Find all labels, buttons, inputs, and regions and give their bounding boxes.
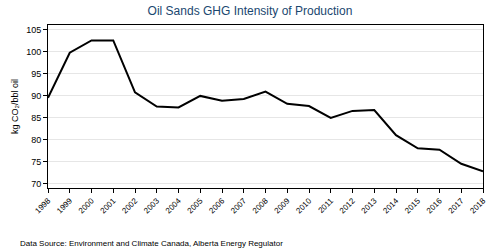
svg-text:75: 75: [31, 157, 41, 167]
svg-text:105: 105: [26, 25, 41, 35]
svg-text:2012: 2012: [338, 196, 357, 215]
svg-text:100: 100: [26, 47, 41, 57]
svg-text:2008: 2008: [251, 196, 270, 215]
svg-text:2000: 2000: [77, 196, 96, 215]
svg-text:2013: 2013: [360, 196, 379, 215]
svg-text:2016: 2016: [425, 196, 444, 215]
svg-text:70: 70: [31, 179, 41, 189]
svg-text:95: 95: [31, 69, 41, 79]
svg-text:1999: 1999: [55, 196, 74, 215]
svg-text:2005: 2005: [186, 196, 205, 215]
svg-text:2014: 2014: [381, 196, 400, 215]
svg-text:85: 85: [31, 113, 41, 123]
svg-text:2015: 2015: [403, 196, 422, 215]
svg-text:80: 80: [31, 135, 41, 145]
svg-text:2004: 2004: [164, 196, 183, 215]
svg-text:Data Source: Environment and C: Data Source: Environment and Climate Can…: [20, 239, 283, 248]
svg-text:90: 90: [31, 91, 41, 101]
svg-text:2009: 2009: [273, 196, 292, 215]
svg-text:2003: 2003: [142, 196, 161, 215]
svg-text:2001: 2001: [99, 196, 118, 215]
svg-text:Oil Sands GHG Intensity of Pro: Oil Sands GHG Intensity of Production: [148, 4, 353, 18]
svg-text:2006: 2006: [207, 196, 226, 215]
svg-text:2010: 2010: [294, 196, 313, 215]
svg-text:2002: 2002: [120, 196, 139, 215]
svg-text:2018: 2018: [468, 196, 487, 215]
svg-text:kg CO₂/bbl oil: kg CO₂/bbl oil: [10, 79, 20, 134]
svg-text:2011: 2011: [316, 196, 335, 215]
svg-text:2017: 2017: [447, 196, 466, 215]
svg-text:2007: 2007: [229, 196, 248, 215]
svg-text:1998: 1998: [33, 196, 52, 215]
